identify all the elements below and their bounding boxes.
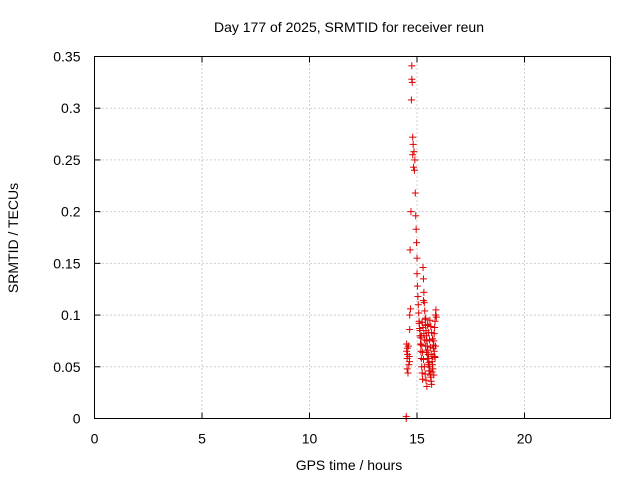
data-point xyxy=(418,369,426,377)
data-point xyxy=(417,347,425,355)
data-point xyxy=(429,341,437,349)
x-tick-label: 0 xyxy=(91,431,99,447)
data-point xyxy=(430,371,438,379)
y-tick-label: 0.25 xyxy=(53,152,80,168)
data-point xyxy=(410,148,418,156)
y-tick-label: 0.05 xyxy=(53,359,80,375)
data-point xyxy=(407,96,415,104)
data-point xyxy=(416,340,424,348)
data-point xyxy=(423,382,431,390)
data-point xyxy=(407,208,415,216)
data-point xyxy=(419,297,427,305)
data-point xyxy=(413,254,421,262)
data-point xyxy=(422,342,430,350)
data-point xyxy=(413,282,421,290)
data-point xyxy=(428,358,436,366)
y-axis-label: SRMTID / TECUs xyxy=(5,183,21,293)
data-point xyxy=(409,151,417,159)
data-point xyxy=(430,347,438,355)
y-tick-label: 0.15 xyxy=(53,255,80,271)
data-point xyxy=(413,239,421,247)
x-tick-label: 5 xyxy=(198,431,206,447)
data-points xyxy=(402,62,440,422)
data-point xyxy=(432,313,440,321)
data-point xyxy=(431,323,439,331)
data-point xyxy=(415,319,423,327)
data-point xyxy=(409,133,417,141)
grid xyxy=(94,56,611,419)
data-point xyxy=(412,225,420,233)
data-point xyxy=(418,341,426,349)
data-point xyxy=(423,355,431,363)
data-point xyxy=(419,356,427,364)
data-point xyxy=(418,318,426,326)
data-point xyxy=(421,370,429,378)
data-point xyxy=(405,361,413,369)
data-point xyxy=(419,275,427,283)
data-point xyxy=(413,270,421,278)
data-point xyxy=(422,314,430,322)
data-point xyxy=(406,326,414,334)
data-point xyxy=(411,189,419,197)
data-point xyxy=(419,263,427,271)
data-point xyxy=(403,347,411,355)
y-tick-label: 0.1 xyxy=(61,307,81,323)
data-point xyxy=(409,140,417,148)
data-point xyxy=(420,288,428,296)
y-tick-label: 0.2 xyxy=(61,204,81,220)
data-point xyxy=(428,335,436,343)
data-point xyxy=(431,353,439,361)
data-point xyxy=(410,166,418,174)
data-point xyxy=(422,376,430,384)
data-point xyxy=(420,363,428,371)
data-point xyxy=(404,369,412,377)
data-point xyxy=(412,212,420,220)
data-point xyxy=(428,380,436,388)
x-tick-label: 20 xyxy=(517,431,533,447)
y-tick-labels: 0 0.05 0.1 0.15 0.2 0.25 0.3 0.35 xyxy=(53,49,80,427)
data-point xyxy=(432,306,440,314)
x-axis-label: GPS time / hours xyxy=(296,457,403,473)
data-point xyxy=(421,336,429,344)
data-point xyxy=(416,327,424,335)
data-point xyxy=(426,316,434,324)
data-point xyxy=(421,307,429,315)
plot-frame xyxy=(94,56,611,419)
axis-ticks xyxy=(94,56,611,419)
chart-title: Day 177 of 2025, SRMTID for receiver reu… xyxy=(214,19,484,35)
data-point xyxy=(414,301,422,309)
data-point xyxy=(422,348,430,356)
data-point xyxy=(428,329,436,337)
data-point xyxy=(429,365,437,373)
data-point xyxy=(408,78,416,86)
data-point xyxy=(428,368,436,376)
data-point xyxy=(424,361,432,369)
x-tick-labels: 0 5 10 15 20 xyxy=(91,431,533,447)
data-point xyxy=(431,317,439,325)
data-point xyxy=(420,330,428,338)
y-tick-label: 0.35 xyxy=(53,49,80,65)
y-tick-label: 0.3 xyxy=(61,100,81,116)
x-tick-label: 15 xyxy=(409,431,425,447)
data-point xyxy=(424,320,432,328)
data-point xyxy=(419,323,427,331)
data-point xyxy=(408,62,416,70)
data-point xyxy=(414,292,422,300)
data-point xyxy=(404,342,412,350)
data-point xyxy=(405,358,413,366)
data-point xyxy=(406,246,414,254)
data-point xyxy=(415,309,423,317)
data-point xyxy=(403,365,411,373)
data-point xyxy=(425,367,433,375)
data-point xyxy=(406,311,414,319)
data-point xyxy=(419,375,427,383)
y-tick-label: 0 xyxy=(73,411,81,427)
x-tick-label: 10 xyxy=(302,431,318,447)
data-point xyxy=(411,156,419,164)
data-point xyxy=(407,305,415,313)
data-point xyxy=(410,163,418,171)
